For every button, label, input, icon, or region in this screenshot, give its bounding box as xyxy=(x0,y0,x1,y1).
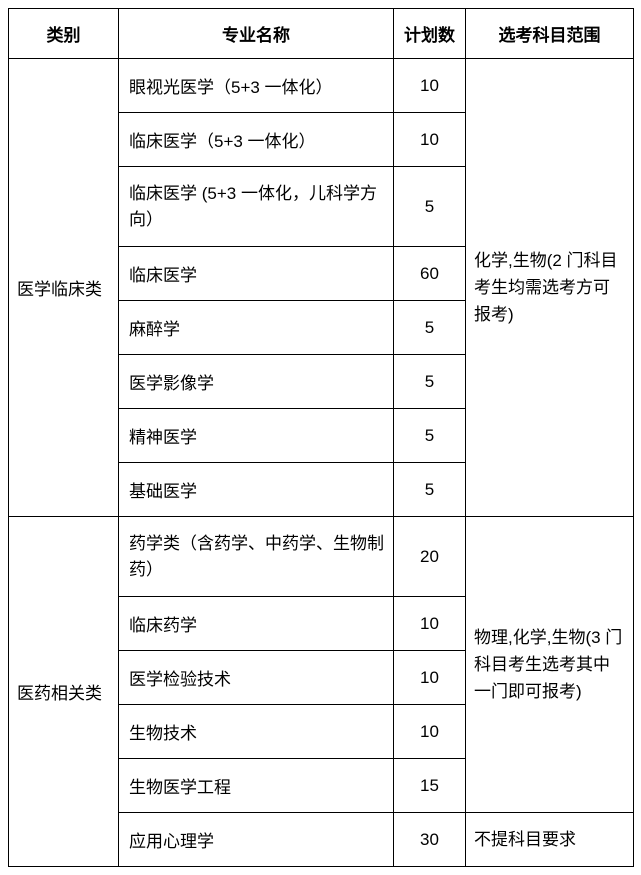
table-row: 医学临床类 眼视光医学（5+3 一体化） 10 化学,生物(2 门科目考生均需选… xyxy=(9,59,634,113)
major-cell: 医学检验技术 xyxy=(119,651,394,705)
major-cell: 临床药学 xyxy=(119,597,394,651)
count-cell: 5 xyxy=(394,167,466,247)
major-cell: 基础医学 xyxy=(119,463,394,517)
count-cell: 10 xyxy=(394,651,466,705)
count-cell: 5 xyxy=(394,355,466,409)
major-cell: 生物医学工程 xyxy=(119,759,394,813)
subject-cell: 化学,生物(2 门科目考生均需选考方可报考) xyxy=(466,59,634,517)
count-cell: 20 xyxy=(394,517,466,597)
header-count: 计划数 xyxy=(394,9,466,59)
table-body: 医学临床类 眼视光医学（5+3 一体化） 10 化学,生物(2 门科目考生均需选… xyxy=(9,59,634,867)
category-cell: 医学临床类 xyxy=(9,59,119,517)
table-row: 医药相关类 药学类（含药学、中药学、生物制药） 20 物理,化学,生物(3 门科… xyxy=(9,517,634,597)
major-cell: 精神医学 xyxy=(119,409,394,463)
count-cell: 5 xyxy=(394,463,466,517)
major-cell: 应用心理学 xyxy=(119,813,394,867)
count-cell: 60 xyxy=(394,247,466,301)
category-cell: 医药相关类 xyxy=(9,517,119,867)
count-cell: 10 xyxy=(394,59,466,113)
header-subject: 选考科目范围 xyxy=(466,9,634,59)
subject-cell: 物理,化学,生物(3 门科目考生选考其中一门即可报考) xyxy=(466,517,634,813)
header-category: 类别 xyxy=(9,9,119,59)
count-cell: 15 xyxy=(394,759,466,813)
header-row: 类别 专业名称 计划数 选考科目范围 xyxy=(9,9,634,59)
major-cell: 眼视光医学（5+3 一体化） xyxy=(119,59,394,113)
major-cell: 麻醉学 xyxy=(119,301,394,355)
count-cell: 10 xyxy=(394,597,466,651)
count-cell: 30 xyxy=(394,813,466,867)
major-cell: 生物技术 xyxy=(119,705,394,759)
admission-plan-table: 类别 专业名称 计划数 选考科目范围 医学临床类 眼视光医学（5+3 一体化） … xyxy=(8,8,634,867)
major-cell: 临床医学 (5+3 一体化，儿科学方向） xyxy=(119,167,394,247)
major-cell: 医学影像学 xyxy=(119,355,394,409)
count-cell: 10 xyxy=(394,705,466,759)
count-cell: 5 xyxy=(394,409,466,463)
header-major: 专业名称 xyxy=(119,9,394,59)
major-cell: 临床医学（5+3 一体化） xyxy=(119,113,394,167)
count-cell: 5 xyxy=(394,301,466,355)
major-cell: 临床医学 xyxy=(119,247,394,301)
count-cell: 10 xyxy=(394,113,466,167)
major-cell: 药学类（含药学、中药学、生物制药） xyxy=(119,517,394,597)
subject-cell: 不提科目要求 xyxy=(466,813,634,867)
